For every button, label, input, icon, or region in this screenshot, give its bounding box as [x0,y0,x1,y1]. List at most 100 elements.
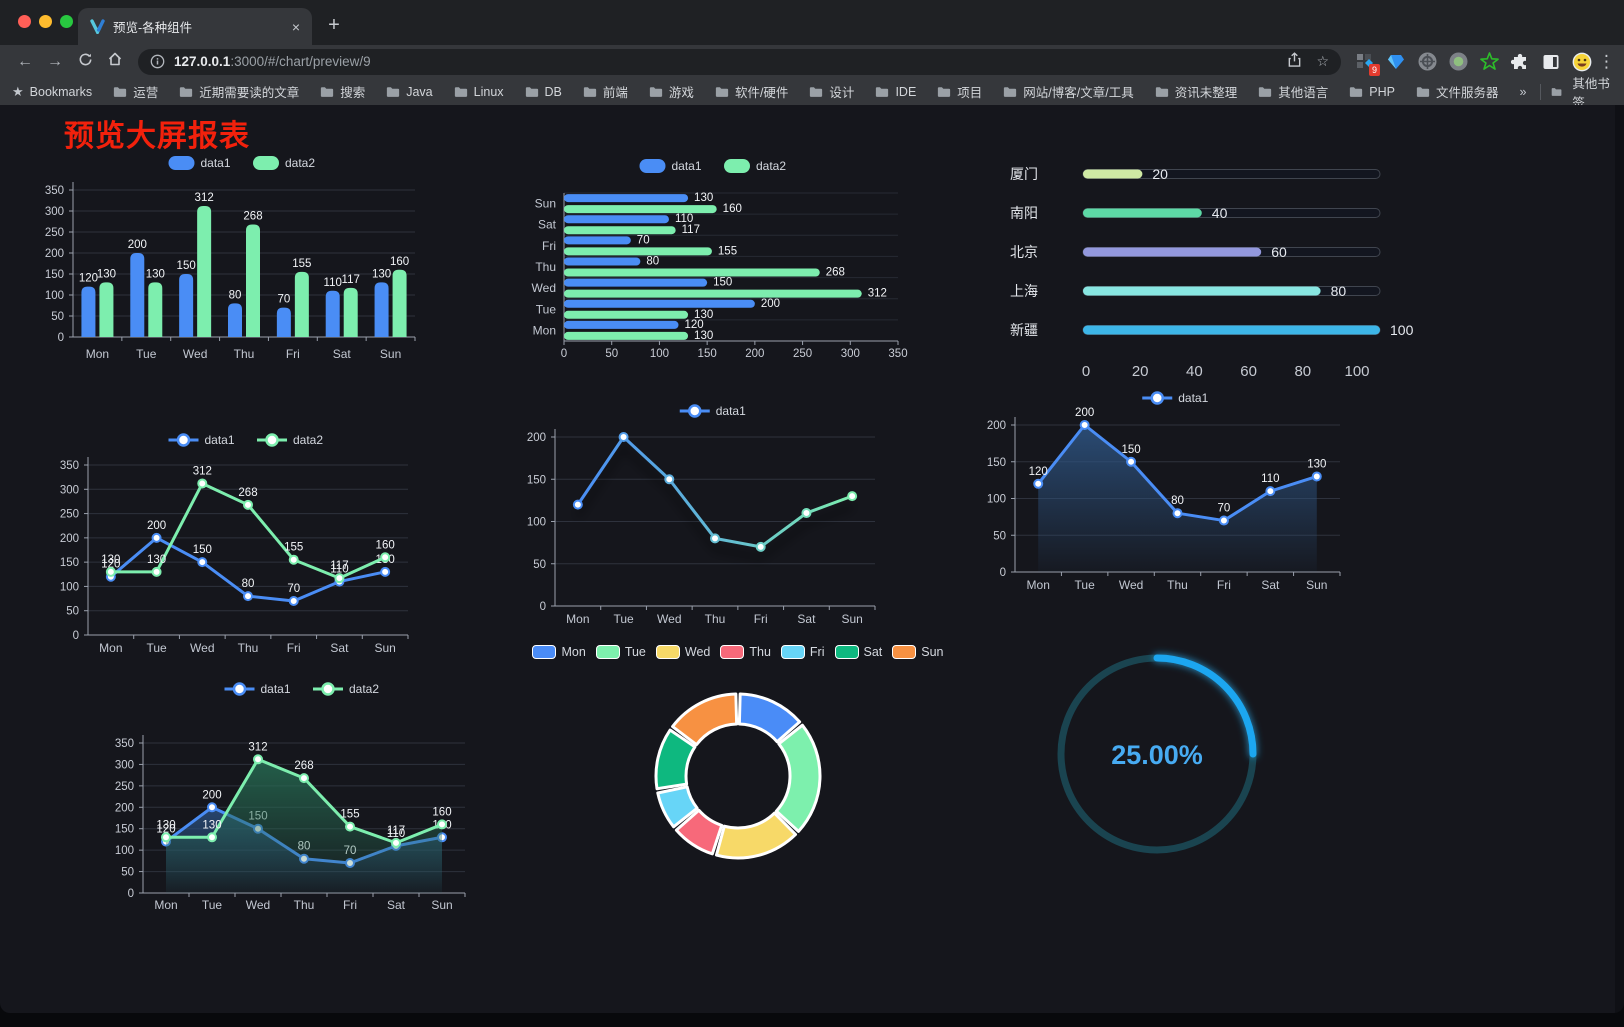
pie-slice-Mon[interactable] [737,692,802,744]
pie-slice-Wed[interactable] [714,811,798,860]
emoji-extension-icon[interactable] [1572,52,1592,72]
pie-slice-Sun[interactable] [671,692,739,747]
blocks-extension-icon[interactable]: 9 [1355,52,1380,76]
bookmark-folder[interactable]: 文件服务器 [1416,82,1498,101]
data-point[interactable] [847,491,858,502]
chart-bar-grouped-vertical[interactable]: data1 data2 0 50 100 150 200 250 300 350 Mon Tue Wed… [38,146,452,378]
legend-item-data2[interactable]: data2 [257,433,323,447]
legend-item-Fri[interactable]: Fri [780,645,825,659]
zoom-window-button[interactable] [60,15,73,28]
bookmark-folder[interactable]: Linux [454,85,504,99]
chart-canvas-line-area-single[interactable]: data1 0 50 100 150 200 Mon Tue Wed Thu Fri Sat Sun 12… [978,386,1358,612]
data-point[interactable] [755,541,766,552]
legend-item-data2[interactable]: data2 [253,156,315,170]
bookmark-folder[interactable]: 设计 [809,82,854,101]
minimize-window-button[interactable] [39,15,52,28]
back-button[interactable]: ← [17,52,33,70]
scrollbar-track[interactable] [1615,105,1624,1013]
chart-canvas-percent-gauge[interactable]: 25.00% [1052,649,1262,859]
line-series-data1[interactable]: 120 200 150 80 70 110 130 [1029,407,1327,572]
chart-canvas-bar-grouped-horizontal[interactable]: data1 data2 0 50 100 150 200 250 300 350 Mon Tue Wed… [498,150,908,366]
chart-canvas-line-area-double[interactable]: data1 data2 0 50 100 150 200 250 300 350 Mon Tue Wed… [100,664,482,916]
legend-item-data1[interactable]: data1 [639,159,702,173]
data-point[interactable] [345,821,355,832]
legend-item-data1[interactable]: data1 [679,404,746,418]
data-point[interactable] [1265,486,1276,497]
data-point[interactable] [1126,456,1137,467]
data-point[interactable] [618,432,629,442]
bookmark-folder[interactable]: PHP [1349,85,1395,99]
data-point[interactable] [391,837,401,848]
home-button[interactable] [100,51,130,72]
chart-weekday-donut[interactable]: Mon Tue Wed Thu Fri Sat Sun [532,641,944,871]
bookmark-folder[interactable]: 其他语言 [1258,82,1328,101]
legend-item-Sat[interactable]: Sat [834,645,882,659]
data-point[interactable] [243,499,253,510]
close-window-button[interactable] [18,15,31,28]
bar-series-data2[interactable]: 130 130 312 268 155 117 160 [97,192,409,337]
progress-row-厦门[interactable]: 厦门 20 [1010,166,1381,182]
legend-item-Tue[interactable]: Tue [595,645,646,659]
bar-series-data2[interactable]: 130 130 312 268 155 117 160 [564,203,887,342]
data-point[interactable] [243,591,253,602]
bookmark-folder[interactable]: DB [525,85,562,99]
chart-line-two-series[interactable]: data1 data2 0 50 100 150 200 250 300 350 Mon Tue Wed… [42,428,424,662]
tab-close-icon[interactable]: × [291,18,300,35]
reload-button[interactable] [70,52,100,72]
data-point[interactable] [151,532,162,543]
bookmark-folder[interactable]: 游戏 [649,82,694,101]
knot-extension-icon[interactable] [1417,52,1437,72]
data-point[interactable] [253,754,263,765]
line-series-data2[interactable]: 130 130 312 268 155 117 160 [156,741,452,893]
bookmark-folder[interactable]: IDE [875,85,916,99]
chart-canvas-weekday-donut[interactable] [560,641,916,871]
chart-canvas-line-gradient[interactable]: data1 0 50 100 150 200 Mon Tue Wed Thu Fri Sat Sun [502,396,882,634]
data-point[interactable] [288,554,299,565]
legend-item-Thu[interactable]: Thu [720,645,771,659]
bookmark-star-icon[interactable]: ☆ [1316,53,1329,69]
puzzle-extension-icon[interactable] [1510,52,1530,72]
legend-item-data2[interactable]: data2 [313,682,379,696]
bookmarks-overflow-chevron[interactable]: » [1519,84,1527,99]
chart-canvas-line-two-series[interactable]: data1 data2 0 50 100 150 200 250 300 350 Mon Tue Wed… [42,428,424,662]
bookmark-folder[interactable]: 近期需要读的文章 [179,82,299,101]
data-point[interactable] [437,819,447,830]
progress-row-新疆[interactable]: 新疆 100 [1010,322,1414,338]
data-point[interactable] [161,832,171,843]
bookmark-folder[interactable]: 资讯未整理 [1155,82,1237,101]
data-point[interactable] [664,474,675,485]
legend-item-Sun[interactable]: Sun [892,645,944,659]
bookmark-folder[interactable]: 前端 [583,82,628,101]
sidebar-extension-icon[interactable] [1541,52,1561,72]
chart-percent-gauge[interactable]: 25.00% [1052,649,1262,859]
data-point[interactable] [151,566,162,577]
legend-item-Mon[interactable]: Mon [532,645,586,659]
chart-city-progress[interactable]: 厦门 20 南阳 40 北京 60 上海 80 新疆 100 0 20 40 60 80 100 [970,148,1422,390]
legend-item-data1[interactable]: data1 [224,682,291,696]
chart-bar-grouped-horizontal[interactable]: data1 data2 0 50 100 150 200 250 300 350 Mon Tue Wed… [498,150,908,366]
data-point[interactable] [1172,508,1183,519]
progress-row-北京[interactable]: 北京 60 [1010,244,1381,260]
pie-slice-Sat[interactable] [654,728,697,791]
chart-line-area-single[interactable]: data1 0 50 100 150 200 Mon Tue Wed Thu Fri Sat Sun 12… [978,386,1358,612]
data-point[interactable] [207,802,217,813]
chart-line-gradient[interactable]: data1 0 50 100 150 200 Mon Tue Wed Thu Fri Sat Sun [502,396,882,634]
line-series-data2[interactable]: 130 130 312 268 155 117 160 [101,465,395,584]
data-point[interactable] [801,508,812,519]
progress-row-南阳[interactable]: 南阳 40 [1010,205,1381,221]
gem-extension-icon[interactable] [1386,52,1406,72]
green-star-extension-icon[interactable] [1479,52,1499,72]
data-point[interactable] [1079,420,1090,430]
data-point[interactable] [299,773,309,784]
progress-row-上海[interactable]: 上海 80 [1010,283,1381,299]
site-info-icon[interactable] [150,54,165,69]
data-point[interactable] [1311,471,1322,482]
legend-item-data1[interactable]: data1 [1142,391,1209,405]
data-point[interactable] [197,557,208,568]
data-point[interactable] [334,573,345,584]
legend-item-data1[interactable]: data1 [168,156,231,170]
bookmark-folder[interactable]: 搜索 [320,82,365,101]
data-point[interactable] [380,552,391,563]
record-extension-icon[interactable] [1448,52,1468,72]
